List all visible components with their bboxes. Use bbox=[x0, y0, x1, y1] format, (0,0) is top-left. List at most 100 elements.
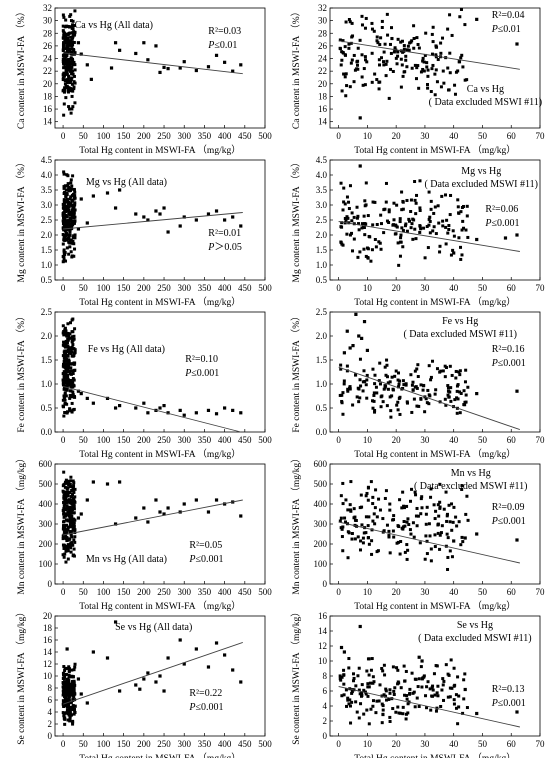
data-point bbox=[381, 400, 385, 404]
r-squared-label: R²=0.06 bbox=[485, 204, 518, 215]
y-tick-label: 4 bbox=[323, 701, 328, 711]
data-point bbox=[428, 534, 432, 538]
data-point bbox=[464, 368, 468, 372]
y-tick-label: 1.0 bbox=[316, 379, 328, 389]
x-tick-label: 100 bbox=[97, 587, 111, 597]
data-point bbox=[71, 63, 75, 67]
data-point bbox=[63, 89, 67, 93]
data-point bbox=[72, 254, 76, 258]
x-axis-label: Total Hg content in MSWI-FA （mg/kg） bbox=[79, 448, 240, 460]
data-point bbox=[383, 386, 387, 390]
data-point bbox=[389, 51, 393, 55]
data-point bbox=[69, 68, 73, 72]
data-point bbox=[415, 36, 419, 40]
data-point bbox=[73, 196, 77, 200]
data-point bbox=[344, 520, 348, 524]
y-tick-label: 8 bbox=[48, 683, 53, 693]
data-point bbox=[65, 72, 69, 76]
data-point bbox=[340, 393, 344, 397]
data-point bbox=[347, 666, 351, 670]
data-point bbox=[76, 677, 81, 681]
x-tick-label: 300 bbox=[177, 587, 191, 597]
data-point bbox=[515, 42, 519, 46]
data-point bbox=[65, 228, 69, 232]
y-tick-label: 0 bbox=[48, 731, 53, 741]
data-point bbox=[413, 180, 417, 184]
data-point bbox=[463, 23, 467, 27]
data-point bbox=[360, 226, 364, 230]
data-point bbox=[71, 236, 75, 240]
y-axis-label: Ca content in MSWI-FA （%） bbox=[290, 7, 302, 129]
x-tick-label: 40 bbox=[449, 435, 459, 445]
data-point bbox=[412, 46, 416, 50]
data-point bbox=[356, 535, 360, 539]
y-tick-label: 18 bbox=[318, 91, 328, 101]
data-point bbox=[64, 690, 68, 694]
data-point bbox=[343, 45, 347, 49]
data-point bbox=[67, 57, 71, 61]
data-point bbox=[61, 537, 65, 541]
data-point bbox=[358, 506, 362, 510]
data-point bbox=[66, 718, 70, 722]
data-point bbox=[66, 543, 70, 547]
data-point bbox=[399, 233, 403, 237]
data-point bbox=[454, 376, 458, 380]
data-point bbox=[66, 525, 70, 529]
data-point bbox=[61, 43, 65, 47]
data-point bbox=[65, 62, 69, 66]
data-point bbox=[381, 708, 385, 712]
data-point bbox=[357, 688, 361, 692]
data-point bbox=[341, 502, 345, 506]
data-point bbox=[214, 412, 219, 416]
x-tick-label: 250 bbox=[157, 435, 171, 445]
data-point bbox=[438, 533, 442, 537]
data-point bbox=[178, 224, 182, 228]
data-point bbox=[350, 58, 354, 62]
data-point bbox=[62, 512, 66, 516]
data-point bbox=[431, 63, 435, 67]
data-point bbox=[395, 403, 399, 407]
data-point bbox=[62, 342, 66, 346]
data-point bbox=[352, 237, 356, 241]
data-point bbox=[347, 18, 351, 22]
data-point bbox=[109, 66, 114, 70]
data-point bbox=[442, 698, 446, 702]
data-point bbox=[396, 705, 400, 709]
data-point bbox=[340, 50, 344, 54]
data-point bbox=[380, 702, 384, 706]
data-point bbox=[70, 213, 74, 217]
r-squared-label: R²=0.05 bbox=[189, 540, 222, 551]
data-point bbox=[438, 482, 442, 486]
p-value-label: P≤0.001 bbox=[491, 358, 526, 369]
data-point bbox=[417, 704, 421, 708]
data-point bbox=[73, 540, 77, 544]
data-point bbox=[409, 373, 413, 377]
data-point bbox=[366, 536, 370, 540]
data-point bbox=[68, 511, 72, 515]
data-point bbox=[366, 694, 370, 698]
data-point bbox=[63, 695, 67, 699]
data-point bbox=[414, 514, 418, 518]
data-point bbox=[63, 39, 67, 43]
data-point bbox=[339, 63, 343, 67]
data-point bbox=[377, 58, 381, 62]
y-tick-label: 0 bbox=[323, 731, 328, 741]
data-point bbox=[72, 712, 76, 716]
data-point bbox=[79, 197, 83, 201]
data-point bbox=[340, 527, 344, 531]
data-point bbox=[434, 53, 438, 57]
data-point bbox=[69, 687, 73, 691]
data-point bbox=[415, 524, 419, 528]
data-point bbox=[71, 362, 75, 366]
data-point bbox=[451, 520, 455, 524]
data-point bbox=[401, 705, 405, 709]
x-tick-label: 50 bbox=[79, 587, 89, 597]
data-point bbox=[360, 23, 364, 27]
panel-title: Fe vs Hg (All data) bbox=[88, 344, 165, 355]
data-point bbox=[373, 373, 377, 377]
data-point bbox=[66, 78, 70, 82]
data-point bbox=[65, 69, 69, 73]
data-point bbox=[63, 52, 67, 56]
data-point bbox=[62, 507, 66, 511]
